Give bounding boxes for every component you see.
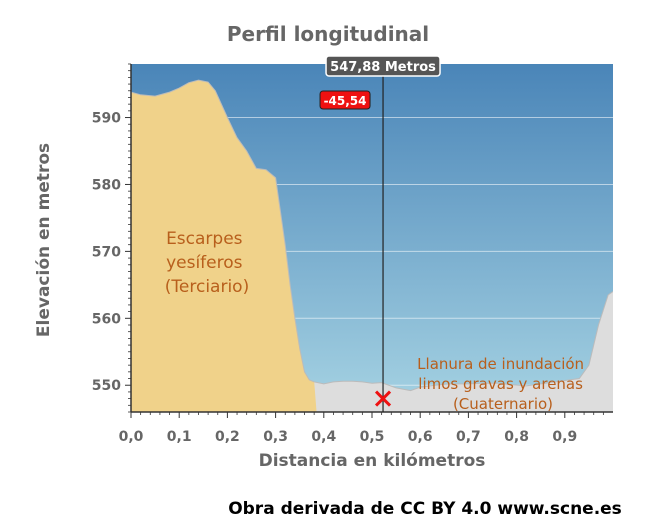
- x-axis-ticks: 0,0 0,1 0,2 0,3 0,4 0,5 0,6 0,7 0,8 0,9: [119, 412, 604, 445]
- floodplain-label-line-2: limos gravas y arenas: [418, 375, 583, 393]
- escarpment-label-line-1: Escarpes: [166, 229, 243, 249]
- x-axis-title: Distancia en kilómetros: [259, 451, 486, 471]
- escarpment-label-line-2: yesíferos: [166, 253, 243, 273]
- y-tick-label: 560: [92, 311, 121, 327]
- x-tick-label: 0,8: [504, 429, 529, 445]
- x-tick-label: 0,5: [360, 429, 385, 445]
- difference-badge: -45,54: [319, 90, 371, 110]
- y-tick-label: 570: [92, 244, 121, 260]
- chart-title: Perfil longitudinal: [227, 22, 429, 46]
- x-tick-label: 0,6: [408, 429, 433, 445]
- x-tick-label: 0,4: [311, 429, 336, 445]
- y-tick-label: 590: [92, 111, 121, 127]
- x-tick-label: 0,0: [119, 429, 144, 445]
- x-tick-label: 0,3: [263, 429, 288, 445]
- escarpment-area: [131, 80, 317, 412]
- x-tick-label: 0,7: [456, 429, 481, 445]
- floodplain-label-line-3: (Cuaternario): [453, 395, 553, 413]
- y-tick-label: 550: [92, 378, 121, 394]
- y-axis-title: Elevación en metros: [34, 143, 54, 337]
- x-tick-label: 0,9: [552, 429, 577, 445]
- distance-tooltip: 547,88 Metros: [325, 55, 441, 77]
- y-tick-label: 580: [92, 177, 121, 193]
- floodplain-label-line-1: Llanura de inundación: [417, 355, 584, 373]
- y-axis-ticks: 550 560 570 580 590: [92, 63, 131, 413]
- floodplain-label: Llanura de inundación limos gravas y are…: [417, 355, 589, 413]
- terrain-line: [131, 79, 613, 392]
- x-tick-label: 0,2: [215, 429, 240, 445]
- distance-tooltip-text: 547,88 Metros: [330, 60, 436, 75]
- escarpment-label-line-3: (Terciario): [165, 277, 249, 297]
- credit-text: Obra derivada de CC BY 4.0 www.scne.es: [228, 499, 622, 519]
- cursor-marker-icon: [374, 390, 392, 407]
- x-tick-label: 0,1: [167, 429, 192, 445]
- difference-badge-text: -45,54: [324, 94, 367, 108]
- escarpment-label: Escarpes yesíferos (Terciario): [165, 229, 249, 297]
